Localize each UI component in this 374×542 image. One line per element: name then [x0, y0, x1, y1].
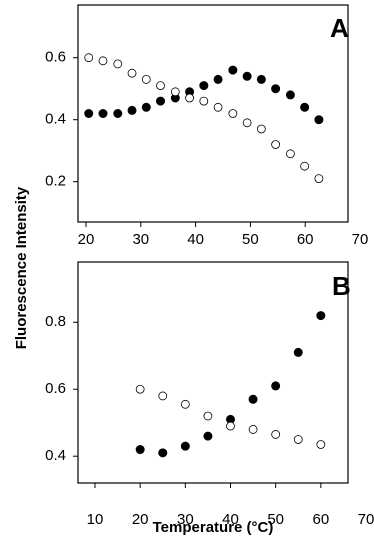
x-tick-label: 50: [242, 231, 259, 248]
data-point: [135, 445, 145, 455]
data-point: [213, 102, 223, 112]
data-point: [242, 118, 252, 128]
x-tick-label: 10: [87, 511, 104, 528]
x-tick-label: 60: [297, 231, 314, 248]
data-point: [286, 149, 295, 159]
data-point: [271, 381, 281, 391]
x-tick-label: 50: [267, 511, 284, 528]
data-point: [199, 81, 209, 91]
data-point: [316, 440, 326, 449]
data-point: [285, 90, 295, 100]
data-point: [271, 430, 281, 439]
data-point: [84, 53, 94, 63]
y-tick-label: 0.4: [45, 111, 66, 128]
y-tick-label: 0.6: [45, 49, 66, 66]
data-point: [213, 74, 223, 84]
data-point: [316, 311, 326, 321]
data-point: [158, 391, 168, 401]
data-point: [98, 109, 108, 118]
y-axis-label: Fluorescence Intensity: [13, 186, 30, 349]
panel-label: A: [330, 13, 349, 43]
plot-frame: [77, 4, 349, 223]
data-point: [185, 93, 194, 103]
y-tick-label: 0.2: [45, 173, 66, 190]
data-point: [127, 105, 137, 115]
data-point: [293, 435, 303, 444]
data-point: [84, 109, 94, 118]
y-tick-label: 0.4: [45, 447, 66, 464]
data-point: [242, 71, 252, 81]
x-tick-label: 20: [78, 231, 95, 248]
data-point: [98, 56, 108, 66]
plot-frame: [77, 261, 349, 484]
data-point: [226, 421, 235, 431]
data-point: [300, 102, 310, 112]
data-point: [256, 74, 266, 84]
data-point: [203, 431, 213, 441]
x-tick-label: 20: [132, 511, 149, 528]
data-point: [256, 124, 266, 134]
x-tick-label: 70: [358, 511, 374, 528]
data-point: [127, 68, 137, 78]
data-point: [271, 84, 281, 94]
data-point: [228, 109, 238, 118]
data-point: [156, 81, 165, 90]
data-point: [141, 75, 151, 84]
x-tick-label: 60: [312, 511, 329, 528]
data-point: [156, 96, 166, 106]
data-point: [141, 102, 151, 112]
y-tick-label: 0.6: [45, 380, 66, 397]
data-point: [300, 161, 310, 171]
data-point: [248, 425, 258, 434]
data-point: [314, 115, 324, 125]
x-axis-label: Temperature (°C): [153, 519, 274, 536]
data-point: [271, 140, 281, 149]
data-point: [199, 96, 209, 106]
x-tick-label: 30: [132, 231, 149, 248]
data-point: [180, 441, 190, 451]
data-point: [180, 399, 190, 409]
y-tick-label: 0.8: [45, 313, 66, 330]
data-point: [135, 384, 145, 394]
x-tick-label: 40: [222, 511, 239, 528]
panel-label: B: [332, 271, 351, 301]
data-point: [228, 65, 238, 75]
data-point: [113, 59, 123, 69]
x-tick-label: 70: [352, 231, 369, 248]
data-point: [158, 448, 168, 458]
x-tick-label: 40: [187, 231, 204, 248]
data-point: [203, 411, 213, 421]
x-tick-label: 30: [177, 511, 194, 528]
data-point: [314, 174, 324, 184]
data-point: [248, 394, 258, 404]
data-point: [293, 347, 303, 357]
data-point: [113, 109, 123, 118]
data-point: [170, 87, 180, 97]
